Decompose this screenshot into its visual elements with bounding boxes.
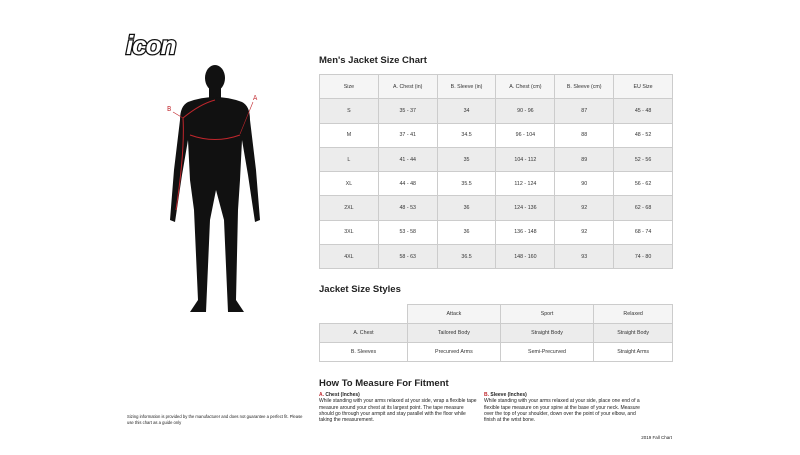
table-cell: 41 - 44 [377, 146, 438, 173]
footer-label: 2019 Fall Chart [641, 435, 672, 440]
table-cell: 36 [436, 195, 497, 221]
table-cell: B. Sleeves [319, 342, 408, 362]
table-cell: 36.5 [436, 244, 497, 270]
table-cell: 3XL [319, 219, 379, 246]
table-row: XL 44 - 48 35.5 112 - 124 90 56 - 62 [319, 171, 673, 197]
table-cell: 53 - 58 [377, 219, 438, 246]
table-row: L 41 - 44 35 104 - 112 89 52 - 56 [319, 146, 673, 173]
table-cell: Semi-Precurved [499, 342, 595, 362]
table-cell: 34.5 [436, 122, 497, 148]
table-cell: A. Chest [319, 323, 408, 343]
table-cell: 35.5 [436, 171, 497, 197]
icon-logo: icon [125, 29, 178, 62]
header-cell: B. Sleeve (in) [436, 73, 497, 100]
table-cell: 68 - 74 [613, 219, 673, 246]
disclaimer: Sizing information is provided by the ma… [127, 414, 303, 425]
table-cell: 44 - 48 [377, 171, 438, 197]
table-cell: 58 - 63 [377, 244, 438, 270]
table-cell: M [319, 122, 379, 148]
table-cell: 52 - 56 [613, 146, 673, 173]
table-row: 4XL 58 - 63 36.5 148 - 160 93 74 - 80 [319, 244, 673, 270]
styles-title: Jacket Size Styles [319, 284, 401, 295]
size-chart-title: Men's Jacket Size Chart [319, 55, 427, 66]
header-cell: A. Chest (in) [377, 73, 438, 100]
table-cell: 124 - 136 [495, 195, 556, 221]
table-cell: 89 [554, 146, 615, 173]
table-cell: 112 - 124 [495, 171, 556, 197]
table-cell: XL [319, 171, 379, 197]
table-cell: 37 - 41 [377, 122, 438, 148]
header-cell: Sport [499, 304, 595, 324]
table-cell: Straight Body [593, 323, 673, 343]
table-cell: 92 [554, 195, 615, 221]
table-cell: Straight Arms [593, 342, 673, 362]
table-row: B. Sleeves Precurved Arms Semi-Precurved St… [319, 342, 673, 362]
table-cell: 35 [436, 146, 497, 173]
table-cell: 62 - 68 [613, 195, 673, 221]
table-cell: 2XL [319, 195, 379, 221]
table-cell: 35 - 37 [377, 98, 438, 124]
table-cell: 56 - 62 [613, 171, 673, 197]
table-cell: 34 [436, 98, 497, 124]
table-cell: Tailored Body [407, 323, 501, 343]
table-cell: 74 - 80 [613, 244, 673, 270]
table-cell: Precurved Arms [407, 342, 501, 362]
table-cell: 36 [436, 219, 497, 246]
measure-title: How To Measure For Fitment [319, 378, 449, 389]
table-row: M 37 - 41 34.5 96 - 104 88 48 - 52 [319, 122, 673, 148]
header-cell: A. Chest (cm) [495, 73, 556, 100]
table-cell: 90 [554, 171, 615, 197]
table-cell: 48 - 52 [613, 122, 673, 148]
table-row: S 35 - 37 34 90 - 96 87 45 - 48 [319, 98, 673, 124]
table-cell: 4XL [319, 244, 379, 270]
label-a: A [253, 94, 258, 102]
table-row: 3XL 53 - 58 36 136 - 148 92 68 - 74 [319, 219, 673, 246]
table-cell: S [319, 98, 379, 124]
table-header-row: Size A. Chest (in) B. Sleeve (in) A. Che… [319, 73, 673, 100]
table-cell: 93 [554, 244, 615, 270]
table-cell: Straight Body [499, 323, 595, 343]
table-cell: 90 - 96 [495, 98, 556, 124]
header-cell: Size [319, 73, 379, 100]
table-cell: 45 - 48 [613, 98, 673, 124]
table-cell: 148 - 160 [495, 244, 556, 270]
styles-table: Attack Sport Relaxed A. Chest Tailored Bo… [319, 304, 673, 362]
table-cell: 88 [554, 122, 615, 148]
table-header-row: Attack Sport Relaxed [319, 304, 673, 324]
table-cell: 96 - 104 [495, 122, 556, 148]
table-cell: 48 - 53 [377, 195, 438, 221]
body-silhouette: A B [167, 65, 260, 312]
table-cell: 87 [554, 98, 615, 124]
table-cell: 104 - 112 [495, 146, 556, 173]
table-row: A. Chest Tailored Body Straight Body Straig… [319, 323, 673, 343]
sleeve-instructions: B. Sleeve (Inches) While standing with y… [484, 392, 640, 424]
label-b: B [167, 105, 171, 113]
size-chart-table: Size A. Chest (in) B. Sleeve (in) A. Che… [319, 73, 673, 270]
header-cell: Attack [407, 304, 501, 324]
table-cell: L [319, 146, 379, 173]
header-cell: EU Size [613, 73, 673, 100]
table-cell: 136 - 148 [495, 219, 556, 246]
header-cell: Relaxed [593, 304, 673, 324]
chest-instructions: A. Chest (Inches) While standing with yo… [319, 392, 477, 424]
table-cell: 92 [554, 219, 615, 246]
table-row: 2XL 48 - 53 36 124 - 136 92 62 - 68 [319, 195, 673, 221]
header-cell: B. Sleeve (cm) [554, 73, 615, 100]
